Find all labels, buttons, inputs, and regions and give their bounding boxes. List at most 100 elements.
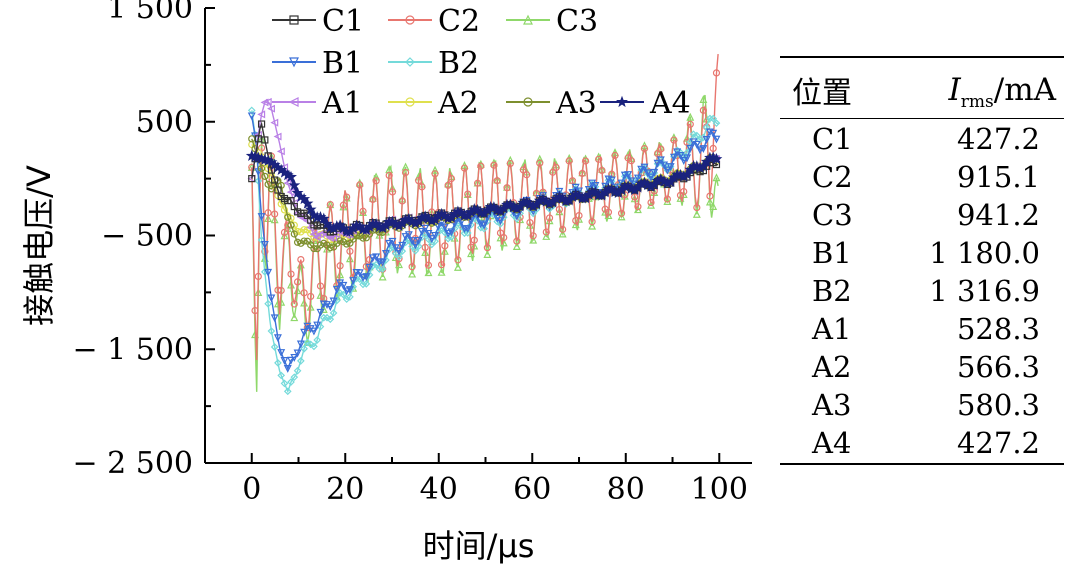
legend-marker-b1 — [289, 57, 299, 68]
row-value: 427.2 — [956, 426, 1040, 460]
series-point-a2 — [300, 226, 308, 234]
table-row: A4 427.2 — [780, 424, 1064, 462]
series-point-b1 — [702, 136, 711, 144]
series-point-c3 — [431, 165, 439, 174]
series-point-c3 — [588, 221, 597, 230]
series-point-a1 — [329, 233, 338, 242]
series-point-c2 — [277, 286, 285, 295]
series-point-b1 — [332, 285, 341, 294]
series-point-b2 — [287, 378, 295, 386]
series-point-c3 — [542, 231, 551, 240]
series-point-b1 — [267, 294, 276, 303]
series-point-b1 — [313, 321, 322, 330]
series-point-c2 — [640, 144, 649, 153]
series-point-c2 — [424, 261, 433, 269]
series-point-b1 — [414, 236, 423, 245]
legend-marker-a2 — [405, 97, 415, 107]
series-point-b2 — [467, 221, 475, 229]
series-point-c3 — [558, 229, 567, 238]
series-point-c2 — [536, 159, 544, 167]
header-current-sub: rms — [960, 92, 994, 112]
series-point-c3 — [306, 302, 315, 311]
series-point-b1 — [624, 171, 633, 180]
legend-label-a3: A3 — [555, 86, 597, 121]
series-point-b1 — [640, 163, 649, 172]
series-point-b2 — [283, 387, 292, 396]
table-body: C1 427.2 C2 915.1 C3 941.2 B1 1 180.0 B2 1 316.9 A… — [780, 119, 1064, 463]
series-point-c2 — [408, 263, 416, 271]
series-point-c1 — [267, 166, 275, 174]
series-point-c3 — [345, 254, 354, 263]
series-point-b2 — [296, 357, 305, 365]
row-value: 580.3 — [956, 388, 1040, 422]
table-row: B1 1 180.0 — [780, 234, 1064, 272]
series-point-b2 — [290, 373, 299, 382]
series-point-c2 — [359, 207, 367, 215]
table-row: B2 1 316.9 — [780, 272, 1064, 310]
series-point-c2 — [581, 157, 590, 165]
series-point-b2 — [359, 280, 367, 289]
series-point-c2 — [617, 209, 626, 217]
series-point-b1 — [650, 168, 659, 177]
series-point-b1 — [440, 223, 449, 232]
series-point-b1 — [637, 165, 646, 174]
series-point-c2 — [578, 169, 586, 178]
table-header: 位置 Irms/mA — [780, 58, 1064, 118]
table-row: C3 941.2 — [780, 196, 1064, 234]
series-point-b1 — [653, 159, 662, 168]
series-point-b2 — [362, 280, 371, 288]
series-point-c2 — [388, 188, 397, 196]
row-value: 915.1 — [956, 160, 1040, 194]
series-point-b1 — [359, 274, 367, 283]
series-point-c2 — [506, 159, 514, 168]
series-point-c2 — [431, 170, 439, 178]
series-point-c2 — [680, 187, 688, 196]
series-point-c2 — [709, 144, 717, 152]
series-point-c3 — [535, 154, 544, 163]
series-point-b1 — [372, 253, 381, 262]
series-point-c2 — [356, 181, 364, 189]
series-point-b1 — [293, 349, 302, 358]
series-point-b1 — [692, 140, 701, 149]
series-point-c2 — [493, 177, 501, 185]
series-point-c2 — [588, 218, 596, 226]
series-point-b2 — [444, 234, 452, 243]
series-point-c2 — [663, 195, 671, 203]
series-point-b1 — [444, 229, 453, 238]
series-point-c2 — [316, 282, 325, 290]
legend-label-a2: A2 — [437, 86, 479, 121]
voltage-chart: − 2 500 − 1 500 − 500 500 1 500 0 20 40 60 80 100 时… — [20, 0, 752, 565]
y-tick-label: 500 — [136, 105, 193, 140]
series-point-b1 — [669, 153, 678, 162]
x-tick-label: 60 — [513, 472, 551, 507]
series-point-c2 — [575, 212, 583, 220]
series-point-b2 — [339, 290, 348, 299]
series-point-c3 — [378, 272, 387, 281]
series-point-b1 — [349, 277, 358, 286]
header-current-symbol: I — [948, 71, 961, 108]
series-point-b2 — [267, 327, 276, 335]
series-point-b1 — [647, 173, 655, 182]
current-table: 位置 Irms/mA C1 427.2 C2 915.1 C3 941.2 B1 1 180.… — [780, 56, 1064, 465]
series-point-c2 — [369, 195, 377, 204]
table-row: A1 528.3 — [780, 310, 1064, 348]
series-point-b2 — [270, 343, 279, 351]
series-point-c2 — [634, 203, 642, 211]
series-point-c2 — [559, 225, 567, 233]
x-tick-label: 100 — [691, 472, 748, 507]
series-point-c2 — [545, 214, 554, 222]
series-point-c3 — [277, 297, 286, 306]
series-point-b1 — [457, 218, 466, 227]
series-point-b1 — [676, 151, 685, 160]
series-point-b2 — [293, 366, 302, 375]
series-point-c2 — [631, 193, 639, 201]
series-point-c2 — [542, 228, 550, 236]
series-point-b2 — [499, 213, 508, 222]
series-point-c2 — [447, 174, 455, 183]
header-current-unit: /mA — [993, 71, 1056, 108]
series-point-a3 — [257, 164, 266, 172]
series-point-c2 — [513, 237, 521, 245]
series-point-a3 — [261, 172, 269, 180]
series-point-a1 — [270, 118, 279, 127]
series-point-b1 — [381, 250, 390, 258]
